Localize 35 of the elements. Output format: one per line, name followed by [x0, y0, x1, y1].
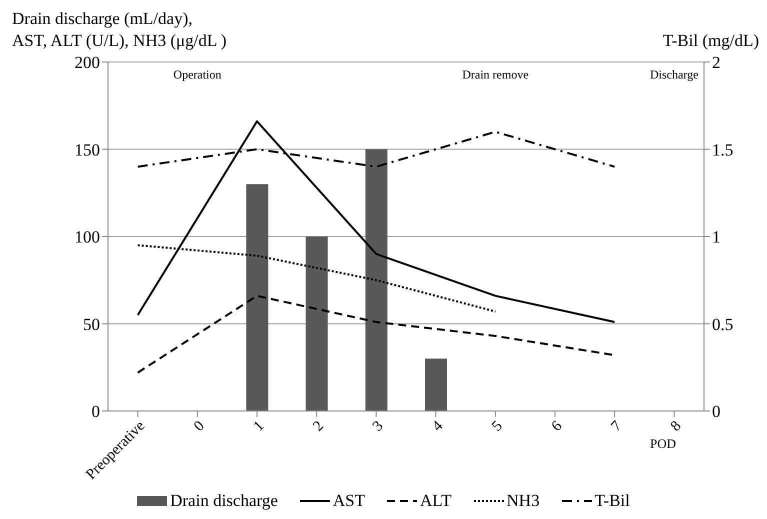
bar: [306, 236, 328, 411]
x-tick-label: 1: [250, 418, 268, 435]
y2-tick-label: 0: [712, 402, 720, 422]
x-tick-label: 8: [668, 418, 685, 435]
y2-tick-label: 1.5: [712, 140, 734, 160]
legend-label: ALT: [420, 491, 452, 511]
y2-axis-title: T-Bil (mg/dL): [662, 30, 759, 52]
bar: [365, 149, 388, 411]
x-tick-label: 7: [608, 418, 626, 435]
x-tick-label: 6: [548, 418, 566, 435]
y-tick-label: 100: [74, 228, 100, 247]
x-tick-label: 4: [430, 418, 447, 435]
x-tick-label: 3: [370, 418, 387, 435]
legend-label: Drain discharge: [170, 491, 278, 511]
legend-label: AST: [332, 491, 366, 511]
legend-label: NH3: [506, 491, 540, 511]
line-series: [136, 120, 616, 324]
y2-tick-label: 0.5: [712, 314, 734, 334]
bar: [425, 358, 447, 411]
y2-tick-label: 2: [712, 53, 720, 72]
y2-tick-label: 1: [712, 228, 720, 247]
x-axis-title: POD: [650, 436, 676, 452]
annotation: Drain remove: [462, 68, 529, 82]
x-tick-label: 5: [489, 418, 506, 435]
y-tick-label: 200: [74, 53, 100, 72]
y-tick-label: 0: [92, 402, 100, 422]
legend-label: T-Bil: [594, 491, 630, 511]
annotation: Discharge: [650, 68, 698, 82]
y-tick-label: 50: [83, 314, 100, 334]
x-tick-label: 2: [310, 418, 327, 435]
annotation: Operation: [173, 68, 222, 82]
y-axis-title: Drain discharge (mL/day), AST, ALT (U/L), NH3 (μg/dL ): [12, 8, 227, 52]
y-tick-label: 150: [74, 140, 100, 160]
x-tick-label: 0: [191, 418, 208, 435]
bar: [246, 184, 268, 411]
